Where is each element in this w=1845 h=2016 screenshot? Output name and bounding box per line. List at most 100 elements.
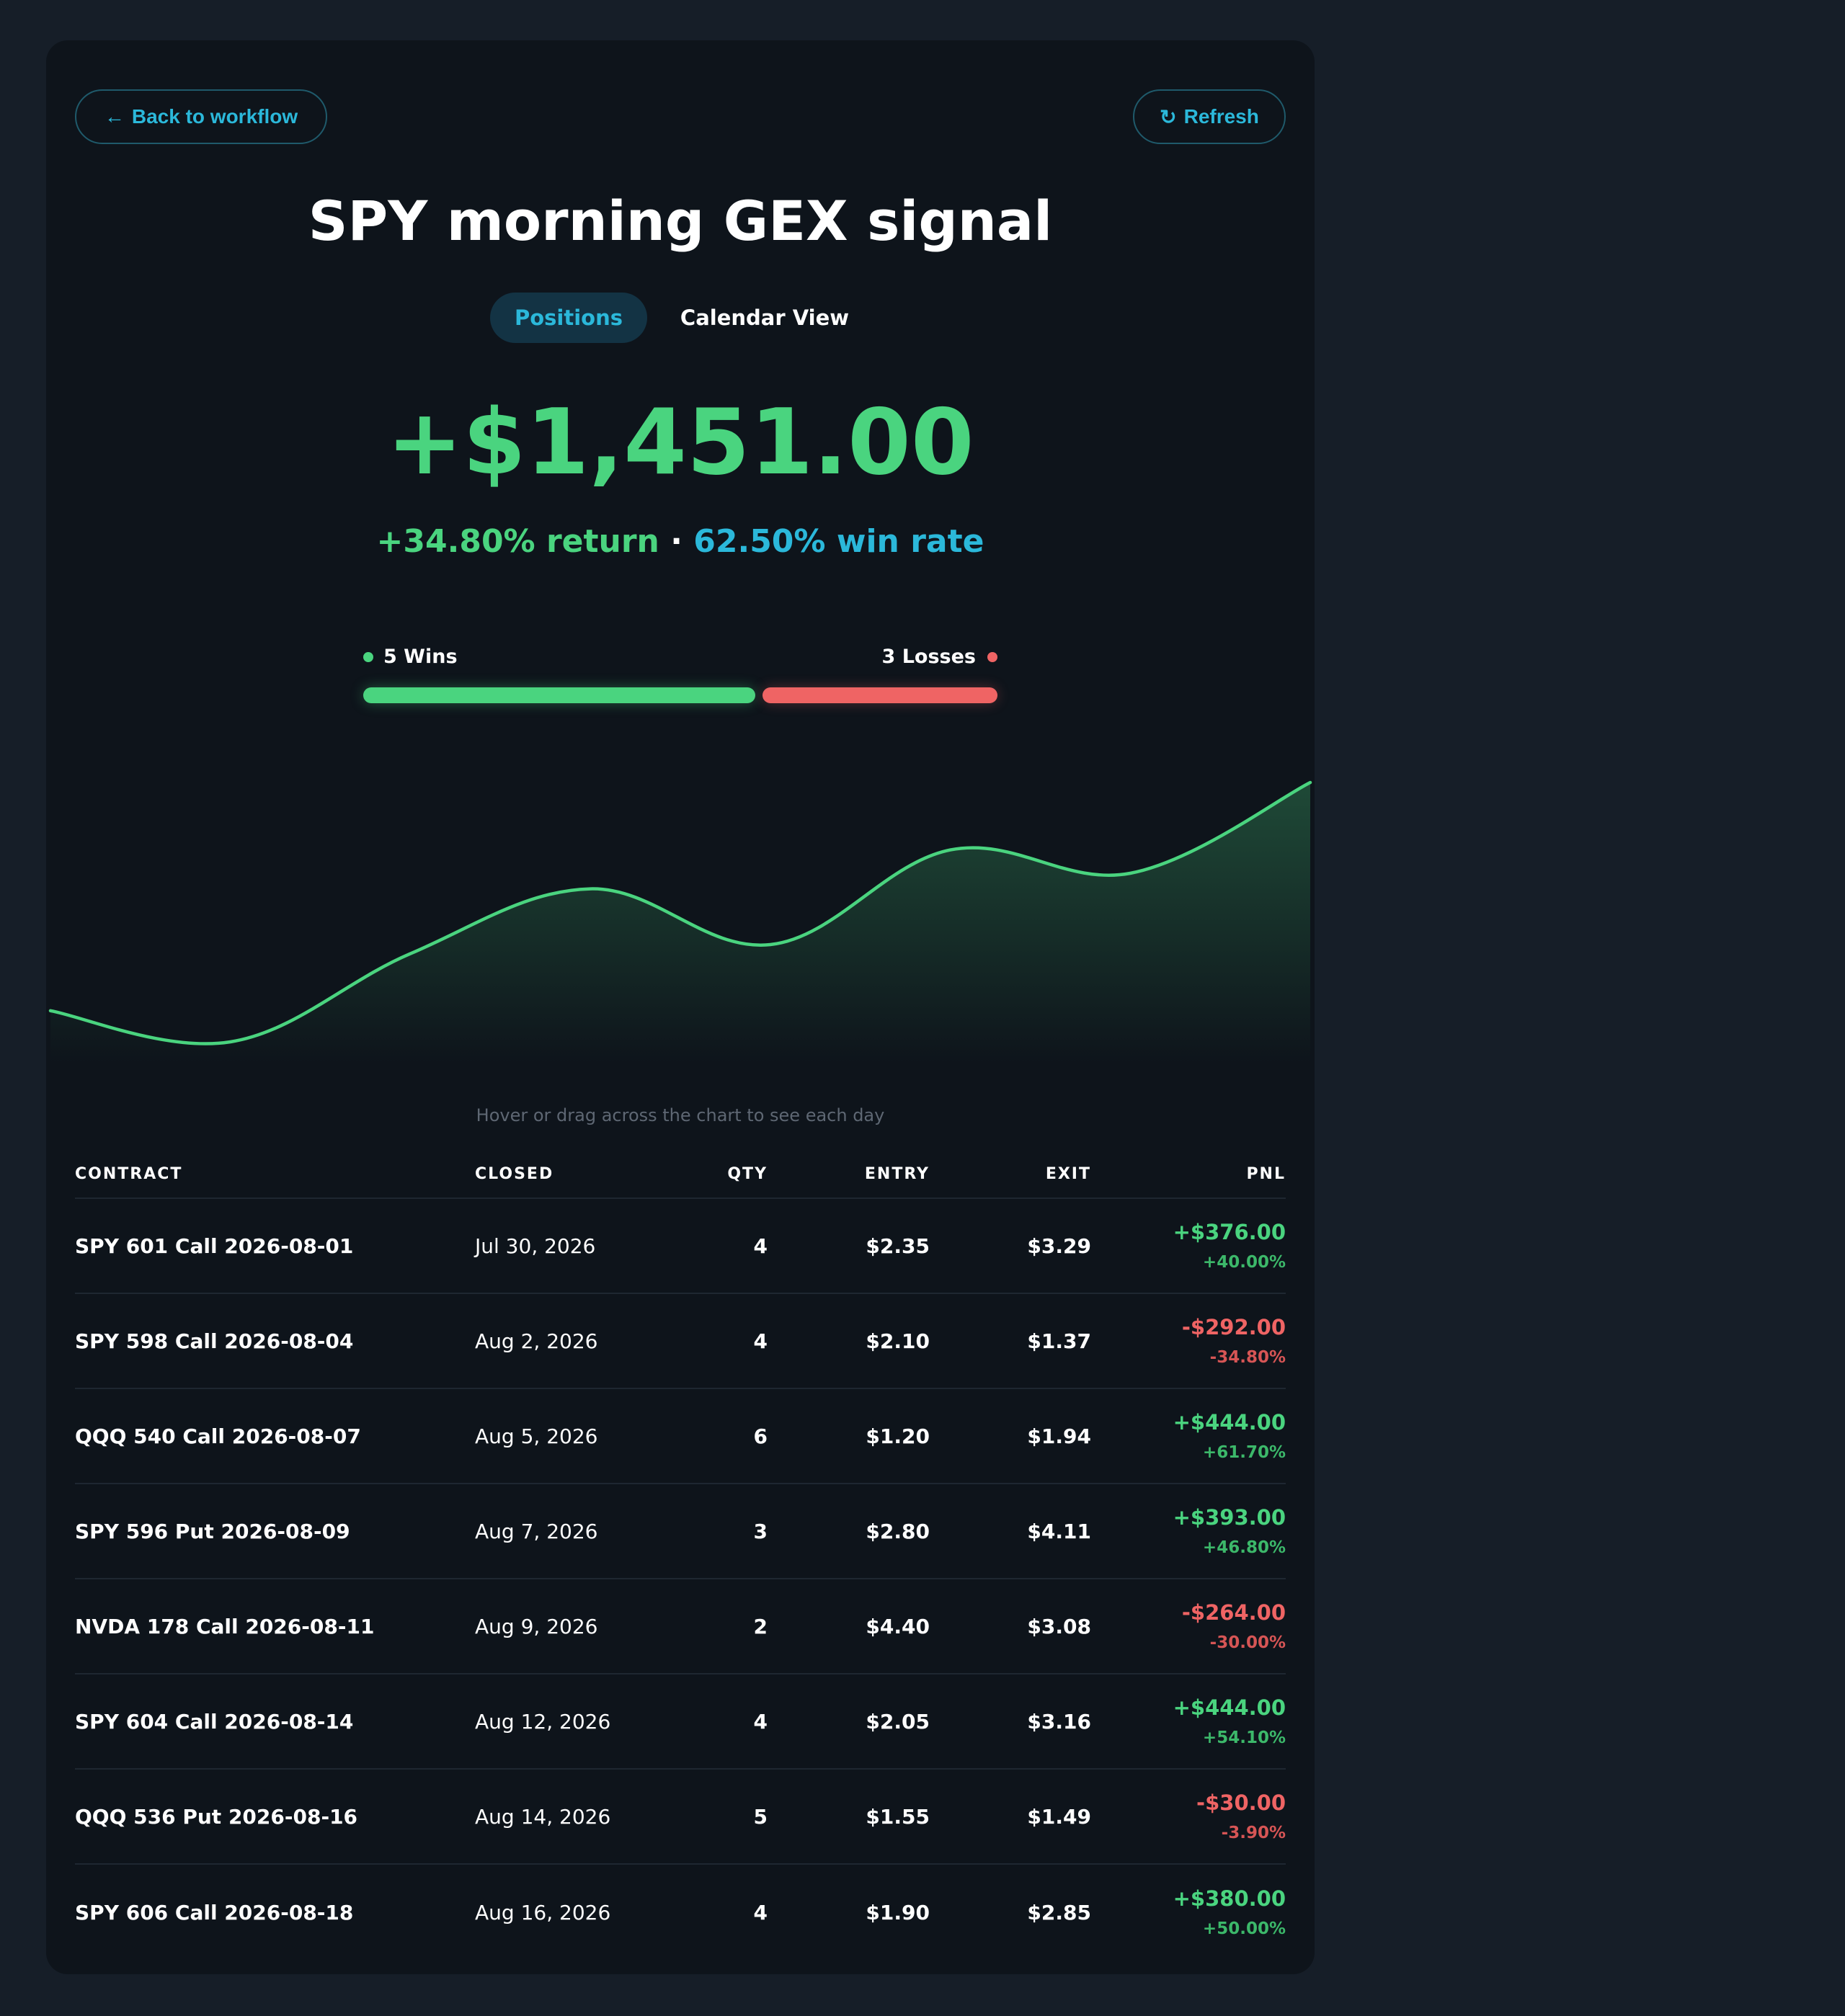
pnl-cell: +$444.00 +54.10% (1091, 1695, 1286, 1747)
pnl-percent: +54.10% (1091, 1729, 1286, 1747)
closed-cell: Aug 14, 2026 (475, 1805, 691, 1829)
closed-cell: Aug 12, 2026 (475, 1710, 691, 1734)
wins-indicator: 5 Wins (363, 646, 458, 668)
back-to-workflow-button[interactable]: ← Back to workflow (75, 89, 327, 144)
pnl-percent: +46.80% (1091, 1538, 1286, 1557)
qty-cell: 2 (691, 1615, 768, 1638)
contract-cell: SPY 601 Call 2026-08-01 (75, 1234, 475, 1258)
qty-cell: 3 (691, 1520, 768, 1543)
pnl-amount: -$292.00 (1091, 1315, 1286, 1339)
qty-cell: 4 (691, 1710, 768, 1734)
pnl-amount: -$264.00 (1091, 1600, 1286, 1625)
table-row[interactable]: NVDA 178 Call 2026-08-11Aug 9, 20262$4.4… (75, 1579, 1286, 1674)
refresh-icon: ↻ (1160, 105, 1176, 129)
entry-cell: $2.05 (768, 1710, 930, 1734)
closed-cell: Aug 2, 2026 (475, 1329, 691, 1353)
qty-cell: 4 (691, 1234, 768, 1258)
pnl-cell: +$380.00+50.00% (1091, 1886, 1286, 1938)
contract-cell: QQQ 540 Call 2026-08-07 (75, 1424, 475, 1448)
wins-label: 5 Wins (383, 646, 458, 668)
exit-cell: $3.16 (930, 1710, 1091, 1734)
header-contract: CONTRACT (75, 1165, 475, 1183)
table-row[interactable]: SPY 598 Call 2026-08-04Aug 2, 20264$2.10… (75, 1294, 1286, 1389)
chart-area-fill (50, 782, 1310, 1063)
contract-cell: SPY 596 Put 2026-08-09 (75, 1520, 475, 1543)
refresh-button[interactable]: ↻ Refresh (1133, 89, 1286, 144)
cumulative-pnl-chart[interactable] (46, 732, 1315, 1063)
qty-cell: 6 (691, 1424, 768, 1448)
entry-cell: $2.35 (768, 1234, 930, 1258)
chart-hint: Hover or drag across the chart to see ea… (46, 1105, 1315, 1125)
contract-cell: SPY 598 Call 2026-08-04 (75, 1329, 475, 1353)
table-header: CONTRACT CLOSED QTY ENTRY EXIT PNL (75, 1150, 1286, 1199)
table-row[interactable]: QQQ 540 Call 2026-08-07Aug 5, 20266$1.20… (75, 1389, 1286, 1484)
exit-cell: $3.29 (930, 1234, 1091, 1258)
pnl-amount: +$444.00 (1091, 1410, 1286, 1435)
pnl-cell: +$444.00 +61.70% (1091, 1410, 1286, 1462)
header-closed: CLOSED (475, 1165, 691, 1183)
entry-cell: $1.90 (768, 1901, 930, 1924)
win-dot-icon (363, 652, 373, 662)
pnl-cell: -$292.00 -34.80% (1091, 1315, 1286, 1367)
page-title: SPY morning GEX signal (46, 189, 1315, 253)
refresh-button-label: Refresh (1184, 105, 1259, 128)
pnl-amount: +$393.00 (1091, 1505, 1286, 1530)
closed-cell: Aug 5, 2026 (475, 1424, 691, 1448)
table-row[interactable]: SPY 601 Call 2026-08-01Jul 30, 20264$2.3… (75, 1199, 1286, 1294)
pnl-cell: +$376.00 +40.00% (1091, 1220, 1286, 1272)
pnl-percent: +61.70% (1091, 1443, 1286, 1462)
exit-cell: $1.94 (930, 1424, 1091, 1448)
header-exit: EXIT (930, 1165, 1091, 1183)
tab-calendar-view[interactable]: Calendar View (647, 293, 882, 343)
pnl-percent: +40.00% (1091, 1253, 1286, 1272)
table-row[interactable]: SPY 606 Call 2026-08-18Aug 16, 20264$1.9… (75, 1865, 1286, 1960)
results-card: ← Back to workflow ↻ Refresh SPY morning… (46, 40, 1315, 1974)
header-pnl: PNL (1091, 1165, 1286, 1183)
losses-indicator: 3 Losses (882, 646, 997, 668)
closed-cell: Aug 7, 2026 (475, 1520, 691, 1543)
entry-cell: $2.80 (768, 1520, 930, 1543)
table-row[interactable]: QQQ 536 Put 2026-08-16Aug 14, 20265$1.55… (75, 1770, 1286, 1865)
exit-cell: $1.37 (930, 1329, 1091, 1353)
losses-bar-segment (763, 687, 997, 703)
contract-cell: SPY 604 Call 2026-08-14 (75, 1710, 475, 1734)
header-qty: QTY (691, 1165, 768, 1183)
table-body: SPY 601 Call 2026-08-01Jul 30, 20264$2.3… (75, 1199, 1286, 1960)
exit-cell: $4.11 (930, 1520, 1091, 1543)
view-tabs: Positions Calendar View (490, 293, 882, 343)
table-row[interactable]: SPY 604 Call 2026-08-14Aug 12, 20264$2.0… (75, 1674, 1286, 1770)
losses-label: 3 Losses (882, 646, 976, 668)
exit-cell: $3.08 (930, 1615, 1091, 1638)
return-text: +34.80% return (377, 523, 659, 560)
total-pnl: +$1,451.00 (46, 389, 1315, 495)
contract-cell: QQQ 536 Put 2026-08-16 (75, 1805, 475, 1829)
loss-dot-icon (987, 652, 997, 662)
win-loss-labels: 5 Wins 3 Losses (363, 646, 997, 674)
entry-cell: $1.20 (768, 1424, 930, 1448)
win-rate-text: 62.50% win rate (693, 523, 984, 560)
closed-cell: Jul 30, 2026 (475, 1234, 691, 1258)
pnl-amount: +$380.00 (1091, 1886, 1286, 1911)
performance-summary: +34.80% return · 62.50% win rate (46, 523, 1315, 560)
header-entry: ENTRY (768, 1165, 930, 1183)
pnl-percent: -34.80% (1091, 1348, 1286, 1367)
pnl-cell: +$393.00 +46.80% (1091, 1505, 1286, 1557)
pnl-amount: +$444.00 (1091, 1695, 1286, 1720)
pnl-amount: +$376.00 (1091, 1220, 1286, 1244)
entry-cell: $1.55 (768, 1805, 930, 1829)
contract-cell: NVDA 178 Call 2026-08-11 (75, 1615, 475, 1638)
tab-positions[interactable]: Positions (490, 293, 647, 343)
back-button-label: Back to workflow (132, 105, 298, 128)
win-loss-bar (363, 687, 997, 703)
pnl-cell: -$30.00-3.90% (1091, 1790, 1286, 1842)
pnl-amount: -$30.00 (1091, 1790, 1286, 1815)
closed-cell: Aug 9, 2026 (475, 1615, 691, 1638)
pnl-percent: -30.00% (1091, 1633, 1286, 1652)
positions-table: CONTRACT CLOSED QTY ENTRY EXIT PNL SPY 6… (75, 1150, 1286, 1960)
qty-cell: 5 (691, 1805, 768, 1829)
table-row[interactable]: SPY 596 Put 2026-08-09Aug 7, 20263$2.80$… (75, 1484, 1286, 1579)
closed-cell: Aug 16, 2026 (475, 1901, 691, 1924)
qty-cell: 4 (691, 1901, 768, 1924)
entry-cell: $2.10 (768, 1329, 930, 1353)
contract-cell: SPY 606 Call 2026-08-18 (75, 1901, 475, 1924)
